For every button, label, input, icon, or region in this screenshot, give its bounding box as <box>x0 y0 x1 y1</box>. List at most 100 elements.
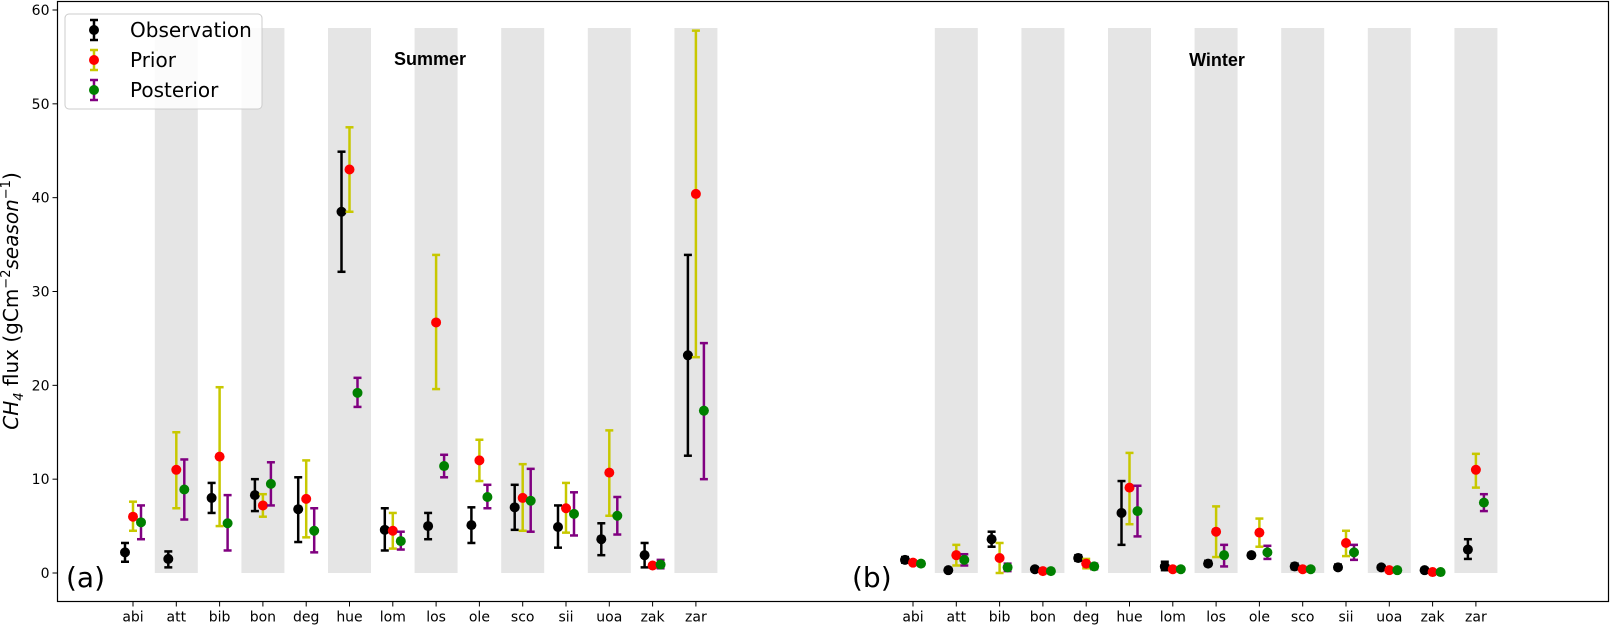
x-tick-label: zar <box>685 610 707 626</box>
prior-point <box>561 503 571 514</box>
y-label-ch: CH <box>0 401 23 430</box>
x-tick-label: lom <box>380 610 406 626</box>
site-shading-layer <box>154 28 1498 573</box>
posterior-point <box>1392 565 1403 576</box>
y-label-exp1: −2 <box>0 270 14 289</box>
legend-entry-prior: Prior <box>89 48 177 72</box>
posterior-point <box>1132 506 1143 517</box>
posterior-point <box>265 478 276 489</box>
prior-point <box>1081 558 1092 569</box>
posterior-point <box>352 387 363 398</box>
prior-point <box>1211 526 1222 537</box>
prior-point <box>257 500 268 511</box>
legend-box <box>64 13 263 110</box>
panel-title-winter: Winter <box>1189 50 1245 70</box>
prior-point <box>994 552 1005 563</box>
posterior-point <box>1175 564 1186 575</box>
posterior-point <box>1349 547 1359 558</box>
x-tick-label: sii <box>558 610 573 626</box>
prior-point <box>128 511 138 522</box>
x-tick-label: bib <box>209 610 231 626</box>
x-tick-label: deg <box>1073 610 1099 626</box>
posterior-point <box>1262 547 1273 558</box>
y-tick-label: 30 <box>32 285 50 301</box>
posterior-point <box>612 510 623 521</box>
posterior-point <box>439 461 450 472</box>
observation-point <box>1462 544 1473 555</box>
posterior-point <box>1002 562 1013 573</box>
prior-point <box>690 188 701 199</box>
prior-point <box>1167 564 1178 575</box>
posterior-point <box>395 536 406 547</box>
panel-title-summer: Summer <box>394 49 466 69</box>
panel-letter-a: (a) <box>66 561 105 594</box>
observation-point <box>336 206 347 217</box>
observation-point <box>1116 507 1127 518</box>
panel-letter-b: (b) <box>852 561 892 594</box>
y-label-prefix: flux (gCm <box>0 289 23 393</box>
x-tick-label: los <box>426 610 446 626</box>
y-tick-label: 60 <box>32 3 50 19</box>
observation-point <box>1159 561 1170 572</box>
observation-point <box>1289 561 1300 572</box>
observation-point <box>1246 550 1257 561</box>
observation-point <box>163 553 174 564</box>
observation-point <box>423 521 434 532</box>
posterior-point <box>569 508 579 519</box>
y-label-sub: 4 <box>12 392 27 400</box>
observation-point <box>249 490 260 501</box>
y-tick-label: 10 <box>32 472 50 488</box>
observation-point <box>1029 564 1040 575</box>
observation-point <box>120 547 130 558</box>
site-band <box>241 28 285 573</box>
posterior-point <box>222 518 233 529</box>
legend-entry-observation: Observation <box>89 18 252 42</box>
x-tick-label: zak <box>641 610 666 626</box>
legend-label-posterior: Posterior <box>130 78 219 102</box>
observation-point <box>1073 552 1084 563</box>
posterior-point <box>179 484 190 495</box>
x-tick-label: ole <box>469 610 490 626</box>
x-tick-label: sco <box>511 610 535 626</box>
posterior-point <box>698 405 709 416</box>
posterior-point <box>959 554 970 565</box>
x-tick-label: att <box>167 610 187 626</box>
y-label-exp2: −1 <box>0 180 14 199</box>
prior-point <box>1254 527 1265 538</box>
posterior-point <box>525 495 536 506</box>
prior-point <box>171 464 182 475</box>
posterior-point <box>1089 561 1100 572</box>
x-tick-label: hue <box>336 610 362 626</box>
prior-point <box>431 317 442 328</box>
axis-layer: 0 10 20 30 40 50 60 abi att bib bon deg hue lom los ole… <box>32 3 1487 626</box>
y-axis-label: CH4 flux (gCm−2season−1) <box>0 172 27 430</box>
prior-point <box>1297 564 1308 575</box>
observation-point <box>466 520 477 531</box>
x-tick-label: uoa <box>1376 610 1402 626</box>
prior-point <box>1384 565 1395 576</box>
data-marks-layer <box>120 29 1489 578</box>
x-tick-label: bib <box>989 610 1011 626</box>
prior-point <box>1037 566 1048 577</box>
site-band <box>1367 28 1411 573</box>
observation-point <box>682 350 693 361</box>
prior-point <box>647 560 658 571</box>
site-band <box>1021 28 1065 573</box>
observation-point <box>943 565 954 576</box>
posterior-point <box>1219 550 1230 561</box>
prior-point <box>1124 482 1135 493</box>
posterior-point <box>1478 497 1489 508</box>
observation-point <box>379 524 390 535</box>
prior-point <box>908 557 918 568</box>
observation-point <box>293 504 304 515</box>
posterior-point <box>916 558 926 569</box>
x-tick-label: abi <box>902 610 923 626</box>
prior-point <box>1470 464 1481 475</box>
y-tick-label: 20 <box>32 378 50 394</box>
posterior-point <box>1305 564 1316 575</box>
x-tick-label: att <box>947 610 967 626</box>
y-label-season: season <box>0 199 23 269</box>
observation-point <box>639 550 650 561</box>
observation-point <box>1376 562 1387 573</box>
y-tick-label: 50 <box>32 97 50 113</box>
